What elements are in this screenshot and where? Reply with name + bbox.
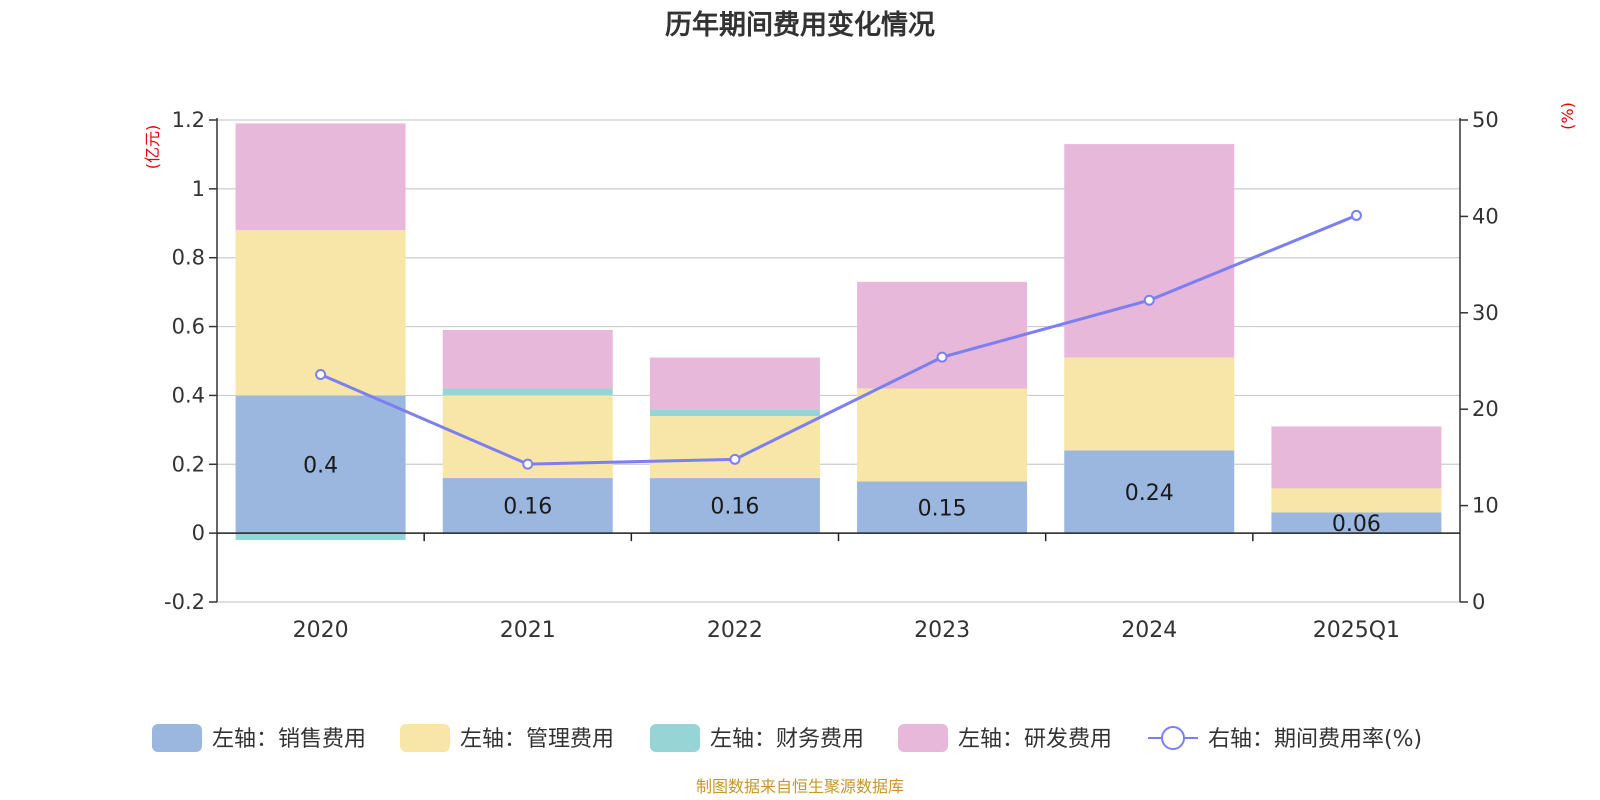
legend-swatch-icon xyxy=(400,724,450,752)
bar-2024-series-3 xyxy=(1064,144,1235,358)
bar-series xyxy=(235,123,1442,541)
bar-2022-series-2 xyxy=(649,409,820,417)
left-tick-label: 1 xyxy=(192,177,205,201)
bar-2025Q1-series-3 xyxy=(1271,426,1442,489)
right-tick-label: 0 xyxy=(1472,590,1485,614)
bar-2024-series-0 xyxy=(1064,450,1235,534)
data-label-2020: 0.4 xyxy=(303,453,338,478)
left-tick-label: 0.2 xyxy=(172,452,205,476)
bar-2021-series-3 xyxy=(442,330,613,389)
legend-label: 左轴：销售费用 xyxy=(212,727,366,752)
legend-circle-icon xyxy=(1161,726,1185,750)
rate-point-2021 xyxy=(522,458,534,470)
x-tick-label-2023: 2023 xyxy=(914,618,970,643)
x-tick-label-2021: 2021 xyxy=(500,618,556,643)
legend-swatch-icon xyxy=(152,724,202,752)
bar-2021-series-0 xyxy=(442,478,613,534)
rate-point-2022 xyxy=(729,453,741,465)
data-label-2022: 0.16 xyxy=(710,495,759,520)
bar-2020-series-0 xyxy=(235,395,406,534)
x-tick-label-2025Q1: 2025Q1 xyxy=(1313,618,1400,643)
right-tick-label: 10 xyxy=(1472,494,1499,518)
x-tick-label-2020: 2020 xyxy=(293,618,349,643)
left-tick-label: -0.2 xyxy=(164,590,205,614)
data-label-2023: 0.15 xyxy=(918,496,967,521)
bar-2021-series-2 xyxy=(442,388,613,396)
legend: 左轴：销售费用 左轴：管理费用 左轴：财务费用 左轴：研发费用 右轴：期间费用率(%) xyxy=(152,724,1422,752)
left-tick-label: 0.6 xyxy=(172,315,205,339)
data-labels: 0.4 0.16 0.16 0.15 0.24 0.06 xyxy=(303,453,1381,537)
legend-swatch-icon xyxy=(650,724,700,752)
data-label-2021: 0.16 xyxy=(503,495,552,520)
rate-point-2024 xyxy=(1143,294,1155,306)
right-tick-label: 40 xyxy=(1472,204,1499,228)
bar-2024-series-1 xyxy=(1064,357,1235,451)
bar-2020-series-3 xyxy=(235,123,406,231)
x-tick-label-2024: 2024 xyxy=(1121,618,1177,643)
right-tick-label: 20 xyxy=(1472,397,1499,421)
bar-2022-series-0 xyxy=(649,478,820,534)
bar-2022-series-1 xyxy=(649,416,820,479)
left-tick-label: 1.2 xyxy=(172,108,205,132)
bar-2020-series-1 xyxy=(235,230,406,396)
bar-2020-series-2 xyxy=(235,533,406,541)
left-tick-label: 0.4 xyxy=(172,383,205,407)
left-tick-label: 0.8 xyxy=(172,246,205,270)
axes: -0.2 0 0.2 0.4 0.6 0.8 1 1.2 0 10 20 30 40 50 2020 2021… xyxy=(164,108,1499,643)
legend-label: 左轴：管理费用 xyxy=(460,727,614,752)
bar-2023-series-0 xyxy=(857,481,1028,534)
left-axis-unit: (亿元) xyxy=(143,125,162,170)
data-label-2025Q1: 0.06 xyxy=(1332,512,1381,537)
rate-point-2023 xyxy=(936,351,948,363)
right-tick-label: 30 xyxy=(1472,301,1499,325)
bar-2025Q1-series-0 xyxy=(1271,512,1442,534)
legend-label: 左轴：财务费用 xyxy=(710,727,864,752)
legend-swatch-icon xyxy=(898,724,948,752)
x-tick-label-2022: 2022 xyxy=(707,618,763,643)
source-note: 制图数据来自恒生聚源数据库 xyxy=(696,777,904,796)
rate-point-2025Q1 xyxy=(1350,209,1362,221)
chart-title: 历年期间费用变化情况 xyxy=(665,9,935,41)
left-tick-label: 0 xyxy=(192,521,205,545)
rate-line-series xyxy=(315,209,1362,470)
bar-2023-series-1 xyxy=(857,388,1028,482)
rate-point-2020 xyxy=(315,368,327,380)
legend-label: 右轴：期间费用率(%) xyxy=(1208,727,1422,752)
right-axis-unit: (%) xyxy=(1558,102,1577,130)
bar-2022-series-3 xyxy=(649,357,820,410)
right-tick-label: 50 xyxy=(1472,108,1499,132)
bar-2025Q1-series-1 xyxy=(1271,488,1442,513)
data-label-2024: 0.24 xyxy=(1125,481,1174,506)
legend-label: 左轴：研发费用 xyxy=(958,727,1112,752)
bar-2023-series-3 xyxy=(857,281,1028,389)
rate-line xyxy=(319,214,1357,466)
